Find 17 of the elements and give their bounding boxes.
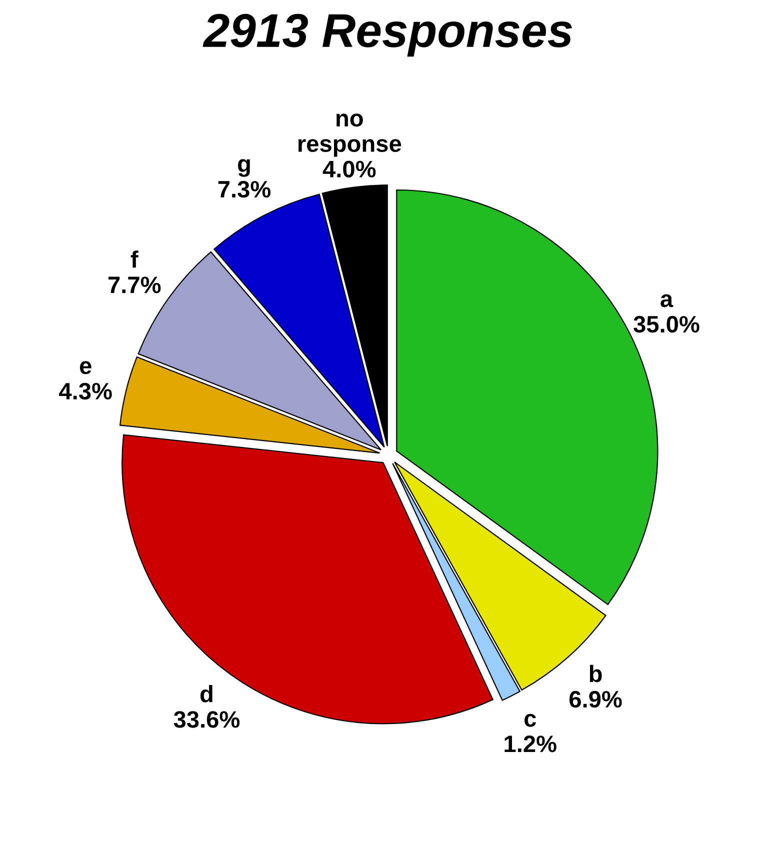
slice-label: no response	[298, 114, 402, 157]
data-label: 1.2%	[504, 736, 556, 752]
slice-label: c	[524, 714, 536, 727]
data-label: 6.9%	[570, 690, 622, 708]
slice-label: f	[130, 250, 138, 268]
data-label: 4.3%	[59, 382, 112, 400]
data-label: 35.0%	[634, 316, 700, 333]
data-label: 7.7%	[108, 276, 161, 294]
data-label: 7.3%	[218, 180, 271, 198]
slice-label: d	[200, 685, 212, 702]
chart-title: 2913 Responses	[202, 14, 572, 57]
slice-label: e	[80, 361, 92, 374]
slice-label: g	[238, 159, 250, 177]
data-label: 4.0%	[322, 160, 376, 178]
slice-label: a	[660, 294, 674, 308]
slice-label: b	[590, 664, 602, 682]
data-label: 33.6%	[174, 711, 240, 728]
